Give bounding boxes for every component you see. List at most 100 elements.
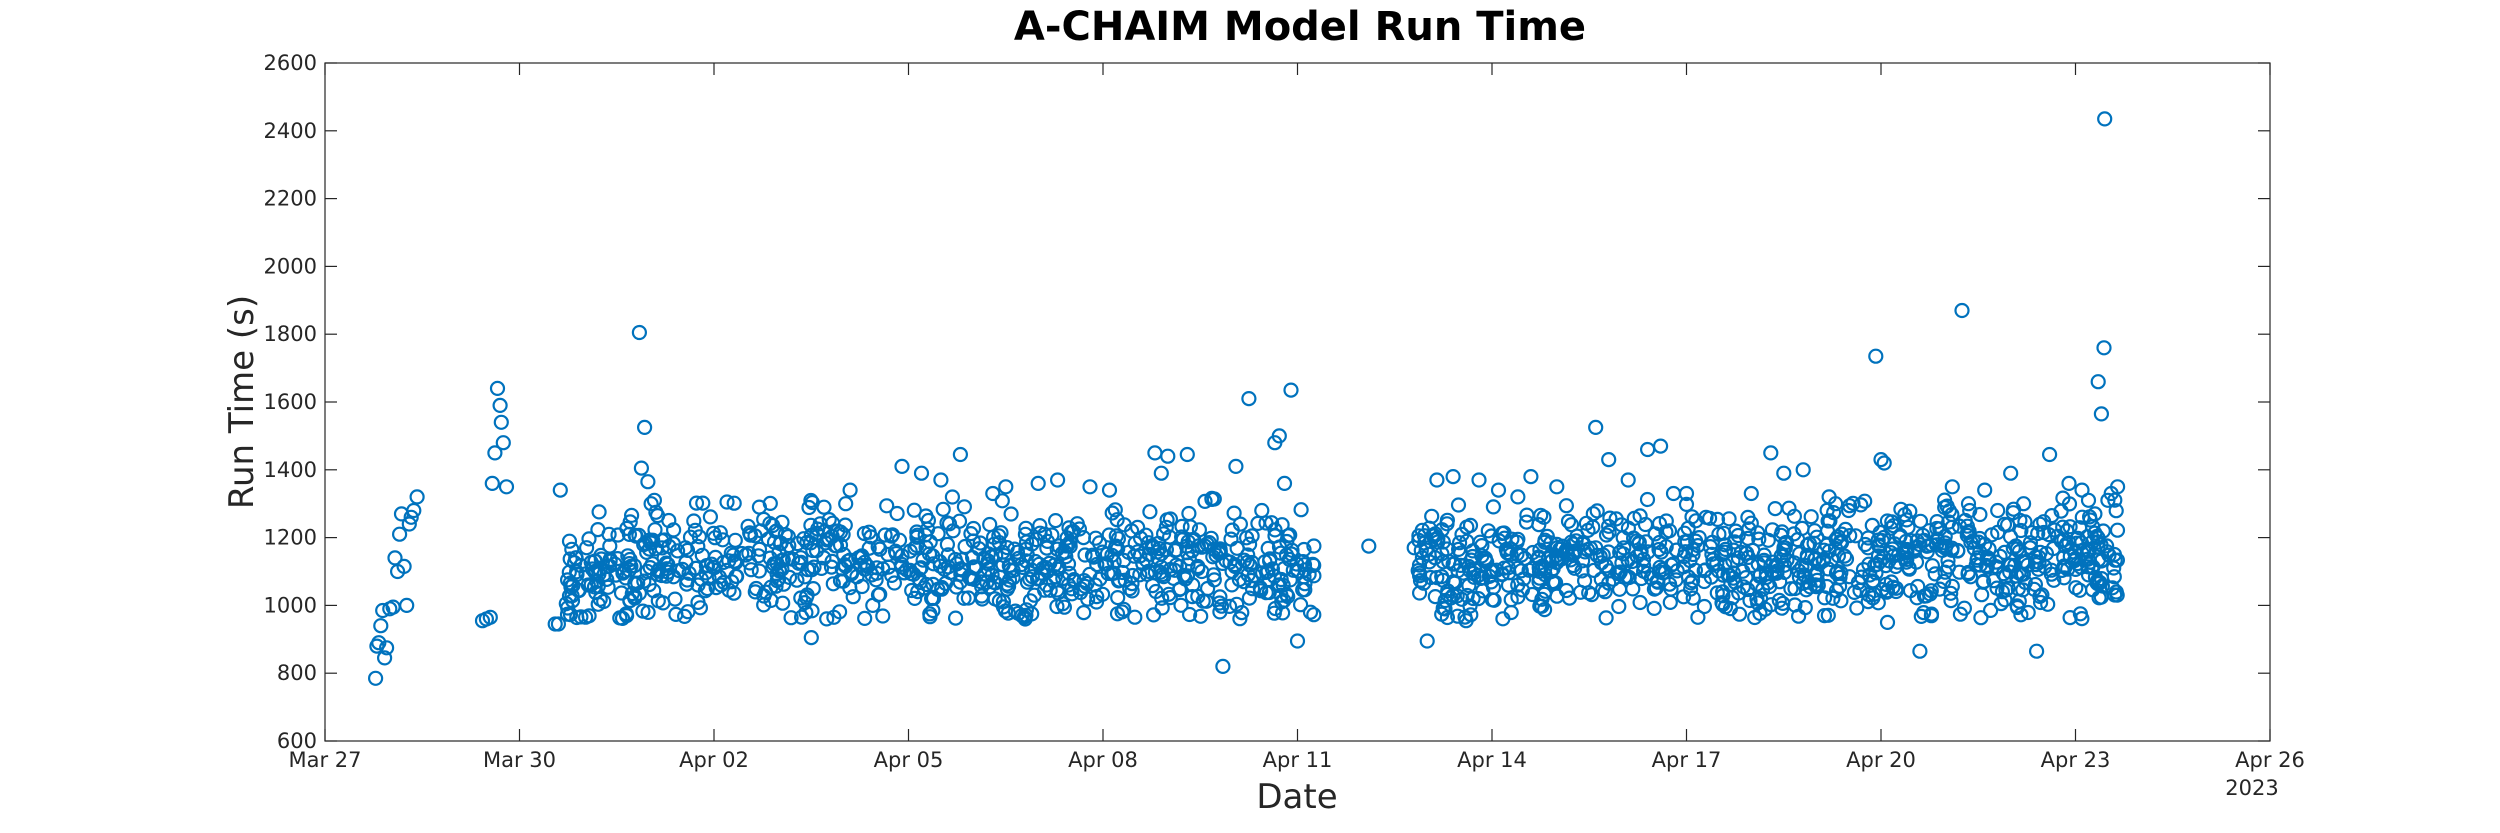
data-point [1769, 563, 1785, 579]
data-point [918, 576, 935, 593]
data-point [1974, 587, 1990, 603]
data-point [1445, 469, 1461, 485]
data-point [2106, 560, 2122, 576]
data-point [1696, 598, 1713, 615]
data-point [2022, 535, 2039, 551]
data-point [635, 603, 651, 619]
data-point [1709, 511, 1726, 528]
data-point [2046, 572, 2062, 588]
data-point [1639, 491, 1656, 508]
data-point [1077, 547, 1093, 563]
y-tick-label: 1400 [264, 458, 317, 482]
data-point [1585, 519, 1601, 535]
data-point [1042, 555, 1058, 571]
data-point [1124, 567, 1141, 584]
data-point [1832, 569, 1848, 586]
data-point [1561, 590, 1578, 606]
data-point [1429, 569, 1445, 586]
y-tick-label: 2200 [264, 187, 317, 211]
data-point [1197, 493, 1213, 509]
data-point [1282, 527, 1298, 543]
data-point [1010, 550, 1027, 566]
data-point [1047, 512, 1064, 529]
x-tick-label: Apr 02 [679, 748, 749, 772]
data-point [1461, 562, 1478, 578]
data-point [1232, 611, 1248, 627]
data-point [409, 489, 425, 505]
data-point [1929, 520, 1945, 537]
data-point [740, 518, 756, 534]
data-point [1750, 556, 1766, 572]
x-axis-label: Date [1256, 777, 1337, 817]
data-point [805, 580, 821, 597]
data-point [1677, 544, 1694, 560]
data-point [947, 610, 964, 626]
data-point [1463, 607, 1479, 623]
data-point [2066, 544, 2083, 560]
data-point [715, 532, 731, 548]
data-point [695, 495, 711, 511]
data-point [2074, 509, 2090, 525]
data-point [628, 528, 644, 544]
data-point [716, 574, 732, 590]
data-point [1791, 563, 1807, 579]
data-point [600, 579, 616, 595]
data-point [1913, 608, 1929, 625]
data-point [915, 552, 931, 568]
data-point [1943, 592, 1959, 609]
data-point [1795, 462, 1811, 478]
data-point [1101, 527, 1117, 543]
data-point [748, 580, 764, 597]
data-point [1107, 502, 1123, 518]
y-axis-label: Run Time (s) [222, 295, 262, 509]
data-point [1449, 588, 1465, 604]
data-point [934, 581, 950, 597]
data-point [1625, 581, 1641, 597]
data-point [1838, 551, 1855, 567]
data-point [1223, 531, 1239, 547]
data-point [1873, 452, 1889, 468]
data-point [2009, 541, 2026, 557]
data-point [1702, 538, 1718, 555]
data-point [1878, 576, 1894, 593]
data-point [1684, 573, 1701, 589]
data-point [1254, 502, 1270, 519]
data-point [781, 537, 797, 554]
data-point [1490, 482, 1507, 498]
data-point [2096, 340, 2112, 356]
data-point [1194, 563, 1210, 580]
data-point [1847, 528, 1864, 544]
data-point [379, 640, 395, 656]
data-point [1293, 502, 1309, 518]
data-point [690, 577, 706, 593]
data-point [1534, 558, 1551, 574]
data-point [668, 606, 684, 623]
data-point [492, 397, 508, 413]
data-point [495, 435, 511, 451]
data-point [1160, 448, 1176, 464]
data-point [1822, 513, 1838, 529]
data-point [1147, 564, 1164, 580]
data-point [817, 535, 834, 551]
data-point [993, 525, 1009, 541]
x-tick-label: Apr 05 [874, 748, 944, 772]
data-point [1601, 524, 1617, 540]
data-point [564, 593, 581, 609]
data-point [1688, 513, 1704, 529]
data-point [1611, 581, 1628, 597]
x-tick-label: Apr 17 [1652, 748, 1722, 772]
data-point [1797, 599, 1813, 616]
data-point [1879, 583, 1896, 599]
y-tick-label: 800 [277, 661, 317, 685]
data-point [1601, 452, 1617, 468]
data-point [1244, 554, 1260, 571]
data-point [1042, 582, 1058, 598]
data-point [2076, 542, 2092, 558]
data-point [972, 535, 988, 551]
data-point [789, 572, 805, 588]
data-point [1191, 522, 1208, 538]
data-point [1852, 582, 1868, 599]
data-point [870, 539, 886, 555]
data-point [1663, 557, 1679, 573]
data-point [1755, 581, 1771, 598]
